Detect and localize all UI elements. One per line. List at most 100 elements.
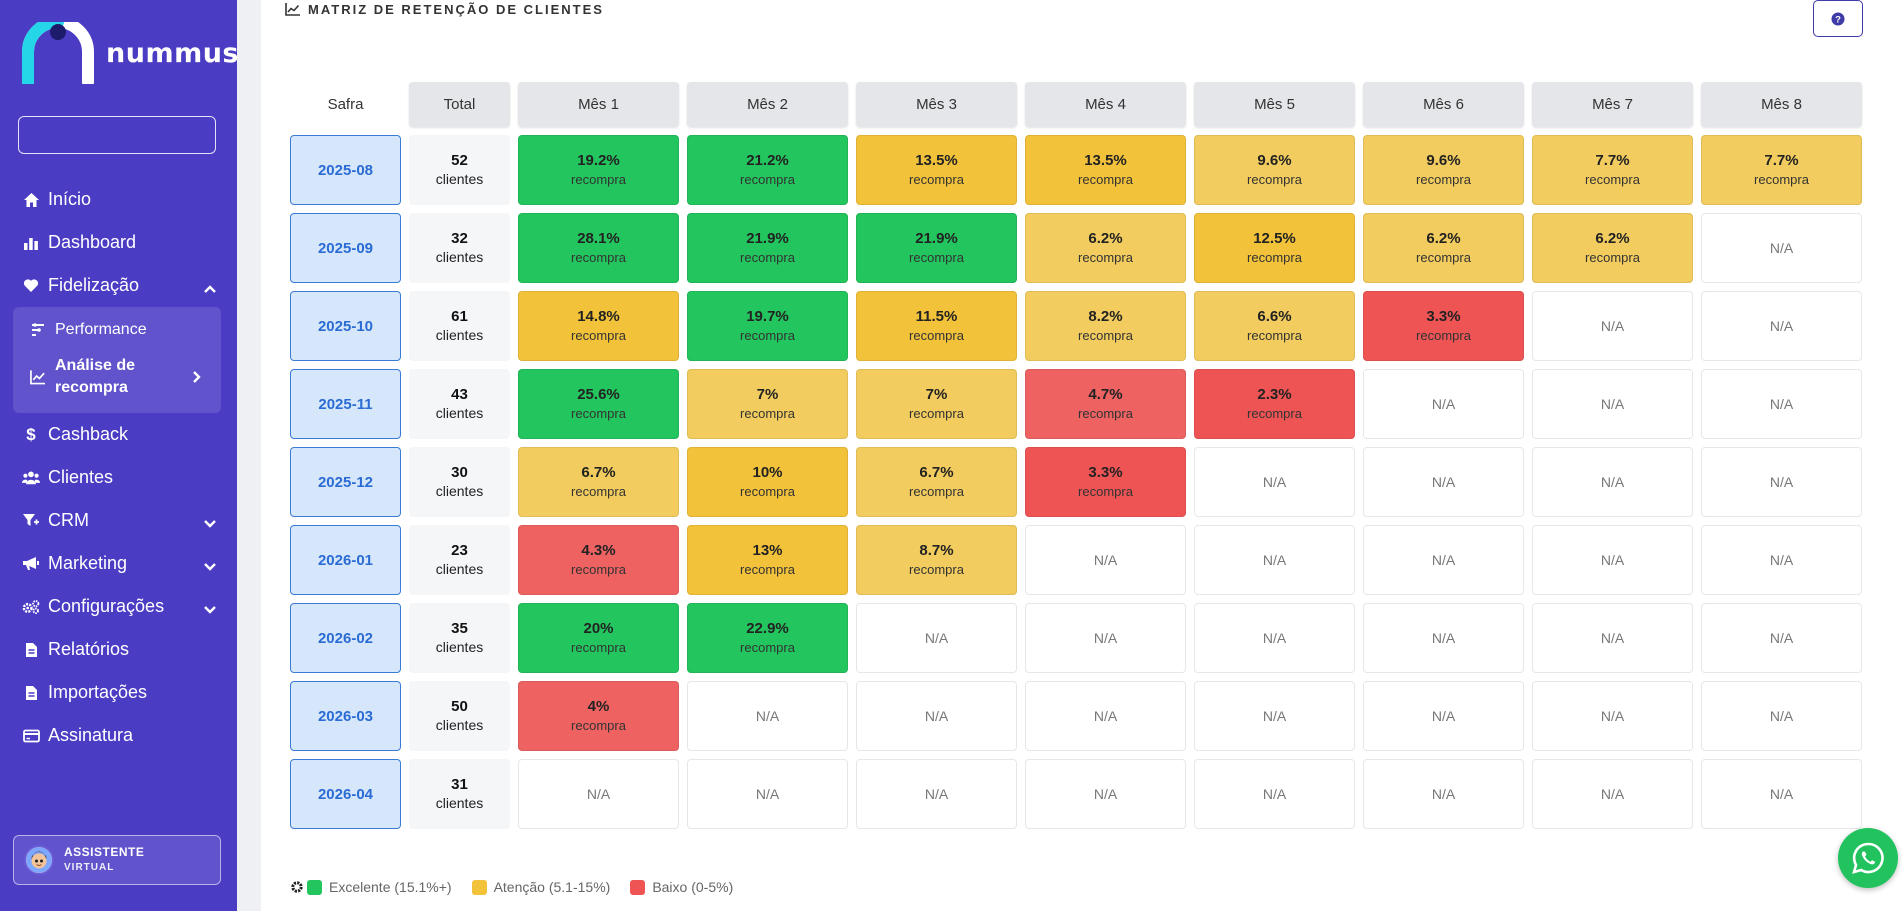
retention-rate: 13% [752,542,783,559]
chevron-down-icon [203,513,217,534]
column-header-month: Mês 4 [1025,82,1186,127]
safra-cell[interactable]: 2025-12 [290,447,401,517]
sidebar-item-crm[interactable]: CRM [0,499,237,542]
retention-cell-na: N/A [1701,213,1862,283]
retention-rate-label: recompra [1585,172,1640,187]
submenu-item-label: Análise de recompra [55,357,136,396]
sidebar-item-label: Assinatura [48,725,134,745]
total-count: 35 [451,620,468,637]
sidebar-item-label: Clientes [48,467,114,487]
submenu-item-analise-recompra[interactable]: Análise de recompra [13,347,221,407]
retention-rate-label: recompra [740,406,795,421]
retention-cell-na: N/A [518,759,679,829]
retention-cell: 6.2% recompra [1363,213,1524,283]
sidebar-item-importacoes[interactable]: Importações [0,671,237,714]
total-cell: 35 clientes [409,603,510,673]
retention-cell-na: N/A [1194,759,1355,829]
dollar-icon: $ [26,424,36,444]
retention-cell: 21.9% recompra [856,213,1017,283]
retention-rate: 8.2% [1088,308,1123,325]
retention-cell: 13.5% recompra [1025,135,1186,205]
retention-rate: 9.6% [1257,152,1292,169]
safra-cell[interactable]: 2026-04 [290,759,401,829]
total-cell: 61 clientes [409,291,510,361]
column-header-month: Mês 2 [687,82,848,127]
help-button[interactable]: ? [1813,0,1863,37]
retention-rate-label: recompra [1247,328,1302,343]
gear-icon[interactable] [290,880,304,894]
question-circle-icon: ? [1831,12,1845,25]
retention-cell-na: N/A [687,681,848,751]
safra-cell[interactable]: 2025-10 [290,291,401,361]
sidebar-item-inicio[interactable]: Início [0,178,237,221]
retention-matrix: Safra Total Mês 1 Mês 2 Mês 3 Mês 4 Mês 5 Mês… [290,82,1862,829]
total-count: 43 [451,386,468,403]
safra-cell[interactable]: 2026-03 [290,681,401,751]
sidebar-nav: Início Dashboard Fidelização Performance [0,178,237,757]
retention-cell-na: N/A [1194,681,1355,751]
retention-rate-label: recompra [571,328,626,343]
line-chart-icon [285,3,300,16]
retention-rate-label: recompra [571,640,626,655]
retention-rate-label: recompra [740,562,795,577]
safra-cell[interactable]: 2026-01 [290,525,401,595]
assistant-label: ASSISTENTE VIRTUAL [64,845,144,875]
sidebar-item-label: Relatórios [48,639,130,659]
sidebar-item-relatorios[interactable]: Relatórios [0,628,237,671]
column-header-total: Total [409,82,510,127]
safra-cell[interactable]: 2025-08 [290,135,401,205]
retention-cell-na: N/A [1532,447,1693,517]
fidelizacao-submenu: Performance Análise de recompra [13,307,221,413]
safra-cell[interactable]: 2025-09 [290,213,401,283]
retention-cell-na: N/A [1194,447,1355,517]
retention-rate: 4.7% [1088,386,1123,403]
retention-rate: 6.7% [919,464,954,481]
retention-rate: 7% [756,386,779,403]
sidebar-item-clientes[interactable]: Clientes [0,456,237,499]
retention-cell: 2.3% recompra [1194,369,1355,439]
retention-rate-label: recompra [1416,328,1471,343]
submenu-item-performance[interactable]: Performance [13,313,221,347]
sidebar-item-fidelizacao[interactable]: Fidelização [0,264,237,307]
retention-cell: 13.5% recompra [856,135,1017,205]
sidebar-item-cashback[interactable]: $ Cashback [0,413,237,456]
file-icon [22,684,40,702]
megaphone-icon [22,555,40,573]
retention-rate: 6.7% [581,464,616,481]
safra-cell[interactable]: 2025-11 [290,369,401,439]
retention-cell: 3.3% recompra [1363,291,1524,361]
safra-cell[interactable]: 2026-02 [290,603,401,673]
sidebar-item-marketing[interactable]: Marketing [0,542,237,585]
sidebar-item-label: Marketing [48,553,128,573]
sidebar-search-input[interactable] [18,116,216,154]
heart-icon [22,277,40,295]
retention-rate-label: recompra [1078,250,1133,265]
retention-rate: 22.9% [746,620,789,637]
retention-rate-label: recompra [909,562,964,577]
legend-swatch-low [630,879,646,895]
sidebar-item-assinatura[interactable]: Assinatura [0,714,237,757]
sidebar-item-dashboard[interactable]: Dashboard [0,221,237,264]
retention-rate-label: recompra [571,718,626,733]
retention-cell-na: N/A [856,681,1017,751]
whatsapp-button[interactable] [1838,828,1898,888]
total-unit-label: clientes [435,405,484,421]
retention-rate-label: recompra [1585,250,1640,265]
virtual-assistant-button[interactable]: ASSISTENTE VIRTUAL [13,835,221,885]
retention-cell-na: N/A [1701,291,1862,361]
retention-rate-label: recompra [909,172,964,187]
legend-label: Baixo (0-5%) [652,879,734,895]
brand-logo[interactable]: nummus [22,16,239,88]
retention-rate-label: recompra [1247,250,1302,265]
column-header-month: Mês 7 [1532,82,1693,127]
retention-cell-na: N/A [1701,759,1862,829]
column-header-month: Mês 6 [1363,82,1524,127]
total-cell: 23 clientes [409,525,510,595]
total-unit-label: clientes [435,795,484,811]
file-icon [22,641,40,659]
retention-rate: 14.8% [577,308,620,325]
sidebar-item-configuracoes[interactable]: Configurações [0,585,237,628]
retention-cell-na: N/A [687,759,848,829]
retention-rate: 6.2% [1088,230,1123,247]
assistant-label-line1: ASSISTENTE [64,845,145,859]
